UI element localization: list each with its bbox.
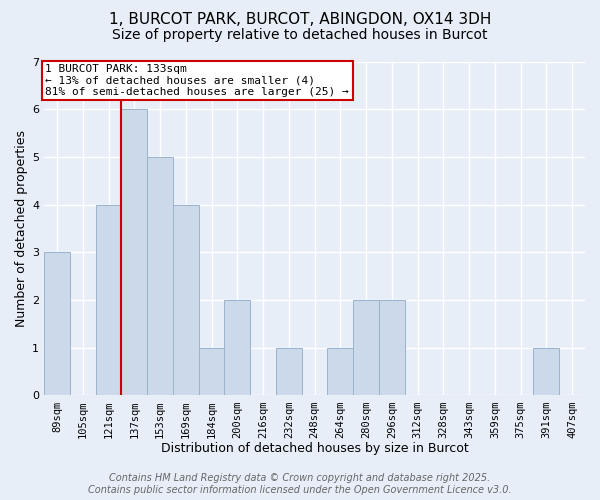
Bar [379, 300, 405, 396]
Bar [328, 348, 353, 396]
Bar [533, 348, 559, 396]
Y-axis label: Number of detached properties: Number of detached properties [15, 130, 28, 327]
Bar [173, 204, 199, 396]
Bar [353, 300, 379, 396]
Text: 1, BURCOT PARK, BURCOT, ABINGDON, OX14 3DH: 1, BURCOT PARK, BURCOT, ABINGDON, OX14 3… [109, 12, 491, 28]
Bar [276, 348, 302, 396]
Bar [224, 300, 250, 396]
Bar [121, 109, 147, 396]
Text: 1 BURCOT PARK: 133sqm
← 13% of detached houses are smaller (4)
81% of semi-detac: 1 BURCOT PARK: 133sqm ← 13% of detached … [46, 64, 349, 97]
Bar [147, 157, 173, 396]
Bar [95, 204, 121, 396]
Bar [199, 348, 224, 396]
X-axis label: Distribution of detached houses by size in Burcot: Distribution of detached houses by size … [161, 442, 469, 455]
Text: Contains HM Land Registry data © Crown copyright and database right 2025.
Contai: Contains HM Land Registry data © Crown c… [88, 474, 512, 495]
Bar [44, 252, 70, 396]
Text: Size of property relative to detached houses in Burcot: Size of property relative to detached ho… [112, 28, 488, 42]
